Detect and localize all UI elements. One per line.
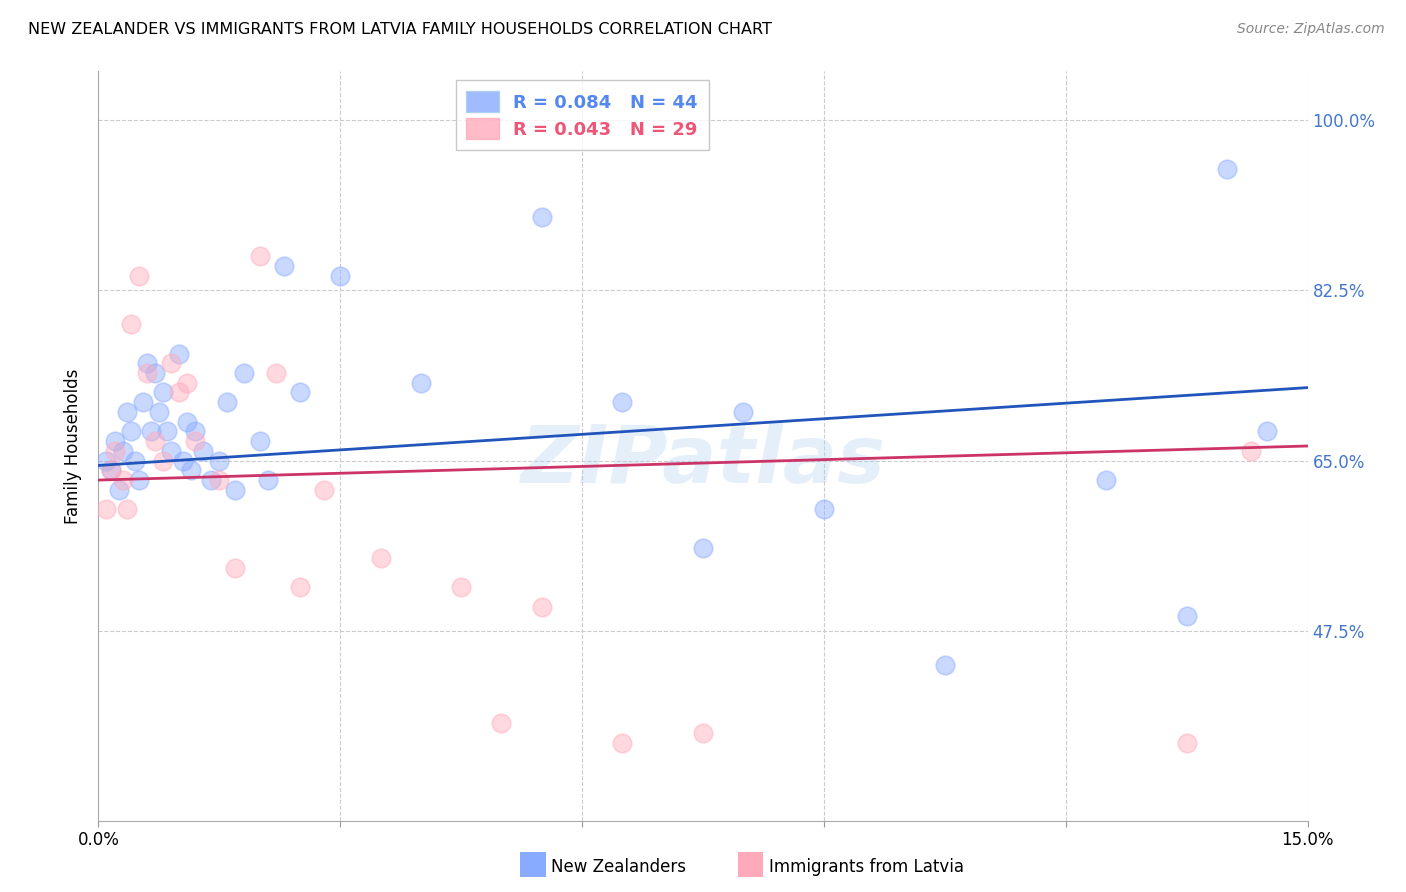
Point [111, 473, 134, 487]
Point [329, 268, 352, 283]
Text: Immigrants from Latvia: Immigrants from Latvia [769, 858, 965, 876]
Point [612, 736, 634, 750]
Point [152, 385, 174, 400]
Point [813, 502, 835, 516]
Point [733, 405, 755, 419]
Point [1240, 443, 1263, 458]
Point [167, 346, 190, 360]
Point [224, 560, 246, 574]
Point [232, 366, 254, 380]
Text: ZIPatlas: ZIPatlas [520, 422, 886, 500]
Point [107, 483, 129, 497]
Point [143, 366, 166, 380]
Point [128, 268, 150, 283]
Point [249, 434, 271, 449]
Text: NEW ZEALANDER VS IMMIGRANTS FROM LATVIA FAMILY HOUSEHOLDS CORRELATION CHART: NEW ZEALANDER VS IMMIGRANTS FROM LATVIA … [28, 22, 772, 37]
Point [103, 443, 125, 458]
Point [256, 473, 278, 487]
Point [273, 259, 295, 273]
Point [224, 483, 246, 497]
Point [409, 376, 432, 390]
Point [692, 726, 714, 740]
Y-axis label: Family Households: Family Households [65, 368, 83, 524]
Point [135, 356, 157, 370]
Point [288, 580, 311, 594]
Point [115, 405, 138, 419]
Point [124, 453, 146, 467]
Point [1175, 609, 1198, 624]
Point [200, 473, 222, 487]
Point [1216, 161, 1239, 176]
Point [135, 366, 157, 380]
Point [176, 415, 198, 429]
Point [1175, 736, 1198, 750]
Point [934, 657, 956, 672]
Point [96, 502, 118, 516]
Point [249, 249, 271, 263]
Point [152, 453, 174, 467]
Point [184, 434, 207, 449]
Point [264, 366, 287, 380]
Point [172, 453, 194, 467]
Point [148, 405, 170, 419]
Point [288, 385, 311, 400]
Point [208, 453, 231, 467]
Point [314, 483, 336, 497]
Point [612, 395, 634, 409]
Point [156, 425, 179, 439]
Point [120, 425, 142, 439]
Point [217, 395, 239, 409]
Point [167, 385, 190, 400]
Point [208, 473, 231, 487]
Point [100, 463, 122, 477]
Point [160, 443, 183, 458]
Point [132, 395, 155, 409]
Point [176, 376, 198, 390]
Point [184, 425, 207, 439]
Point [180, 463, 202, 477]
Point [692, 541, 714, 556]
Point [120, 318, 142, 332]
Point [139, 425, 162, 439]
Text: Source: ZipAtlas.com: Source: ZipAtlas.com [1237, 22, 1385, 37]
Point [100, 463, 122, 477]
Point [530, 599, 553, 614]
Point [96, 453, 118, 467]
Point [491, 716, 513, 731]
Point [128, 473, 150, 487]
Point [160, 356, 183, 370]
Text: New Zealanders: New Zealanders [551, 858, 686, 876]
Point [370, 550, 392, 565]
Point [450, 580, 472, 594]
Point [143, 434, 166, 449]
Point [530, 211, 553, 225]
Point [1095, 473, 1118, 487]
Legend: R = 0.084   N = 44, R = 0.043   N = 29: R = 0.084 N = 44, R = 0.043 N = 29 [456, 80, 709, 150]
Point [111, 443, 134, 458]
Point [193, 443, 215, 458]
Point [115, 502, 138, 516]
Point [103, 434, 125, 449]
Point [1256, 425, 1278, 439]
